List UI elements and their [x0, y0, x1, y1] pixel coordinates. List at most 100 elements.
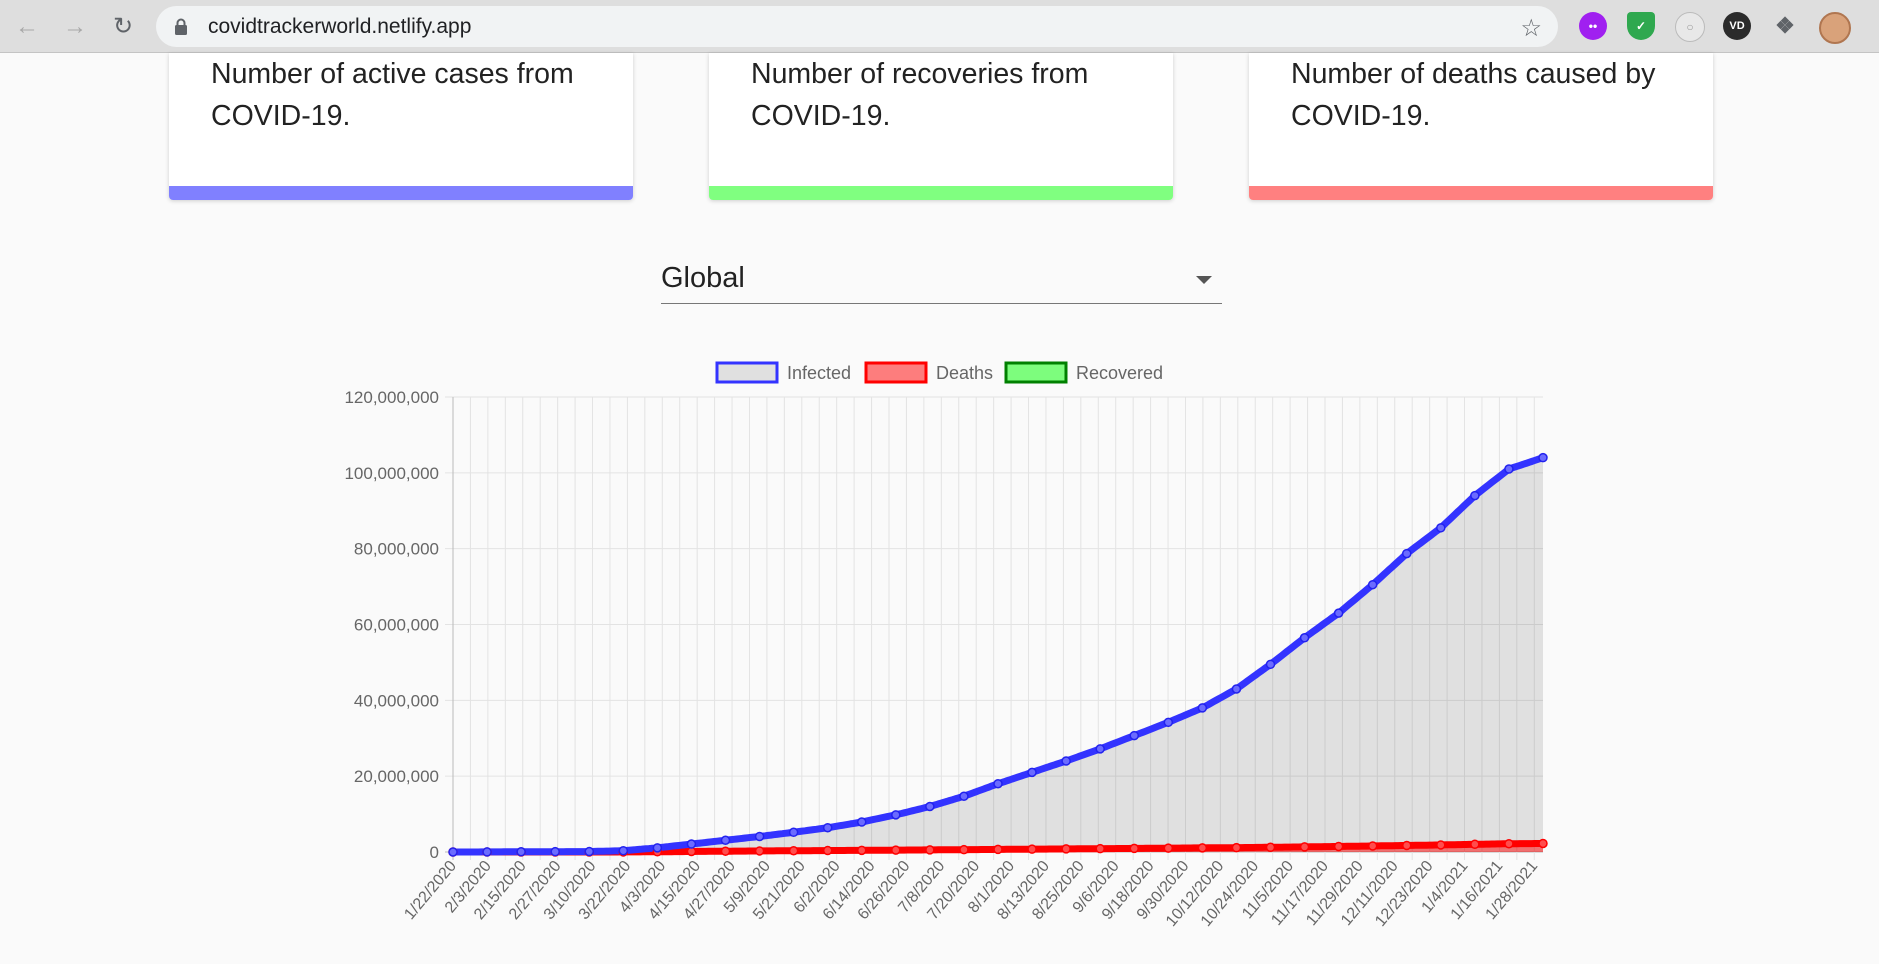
legend-swatch-recovered [1004, 361, 1068, 384]
forward-arrow-icon[interactable]: → [63, 13, 87, 40]
infected-point [516, 846, 526, 857]
y-axis: 120,000,000 100,000,000 80,000,000 60,000,0… [344, 388, 439, 862]
country-select-value: Global [661, 262, 745, 294]
infected-point [1027, 767, 1037, 778]
url-text: covidtrackerworld.netlify.app [208, 15, 472, 38]
deaths-point [1231, 842, 1242, 853]
recoveries-card: Number of recoveries from COVID-19. [709, 53, 1173, 200]
y-tick-label: 100,000,000 [344, 464, 439, 483]
deaths-description: Number of deaths caused by COVID-19. [1291, 58, 1656, 132]
legend-label-deaths: Deaths [936, 363, 993, 383]
deaths-point [1027, 844, 1037, 854]
deaths-point [1367, 841, 1378, 851]
infected-point [482, 847, 492, 857]
deaths-stripe [1249, 186, 1713, 200]
y-tick-label: 40,000,000 [354, 691, 439, 710]
incognito-mask-icon[interactable]: •• [1579, 12, 1607, 40]
infected-point [1163, 717, 1174, 728]
deaths-card: Number of deaths caused by COVID-19. [1249, 53, 1713, 200]
recoveries-description: Number of recoveries from COVID-19. [751, 58, 1089, 132]
recoveries-stripe [709, 186, 1173, 200]
x-axis: 1/22/20202/3/20202/15/20202/27/20203/10/… [401, 858, 1541, 930]
deaths-point [993, 844, 1003, 855]
legend-swatch-infected [715, 361, 779, 384]
bookmark-star-icon[interactable]: ☆ [1520, 15, 1542, 42]
infected-point [618, 845, 629, 856]
deaths-point [1163, 843, 1174, 853]
deaths-point [1470, 839, 1480, 850]
y-tick-label: 120,000,000 [344, 388, 439, 407]
infected-point [1095, 744, 1105, 754]
infected-point [1367, 579, 1378, 590]
y-tick-label: 60,000,000 [354, 616, 439, 635]
deaths-point [754, 846, 765, 856]
infected-point [1436, 523, 1446, 533]
deaths-point [891, 845, 901, 855]
infected-point [788, 827, 799, 838]
back-arrow-icon[interactable]: ← [15, 13, 39, 40]
deaths-point [1333, 841, 1344, 852]
active-cases-stripe [169, 186, 633, 200]
deaths-point [1129, 843, 1139, 854]
chart-grid [445, 396, 1543, 860]
deaths-point [1265, 842, 1276, 853]
infected-area [453, 457, 1543, 852]
shield-check-icon[interactable]: ✓ [1627, 12, 1655, 40]
infected-point [1129, 730, 1139, 741]
browser-toolbar: ← → ↻ covidtrackerworld.netlify.app ☆ ••… [0, 0, 1879, 53]
y-tick-label: 0 [430, 843, 439, 862]
infected-point [857, 817, 867, 827]
infected-point [1265, 659, 1276, 670]
infected-point [1538, 452, 1548, 463]
chevron-down-icon [1196, 276, 1212, 284]
infected-point [1299, 633, 1310, 643]
deaths-point [1504, 838, 1514, 849]
legend-label-infected: Infected [787, 363, 851, 383]
lock-icon [175, 18, 187, 35]
infected-point [959, 791, 969, 802]
infected-point [584, 846, 594, 857]
deaths-point [959, 844, 969, 855]
plot-area [448, 452, 1548, 857]
deaths-point [1299, 842, 1310, 852]
address-bar[interactable]: covidtrackerworld.netlify.app ☆ [156, 6, 1558, 47]
deaths-point [822, 845, 833, 856]
deaths-point [925, 845, 935, 855]
deaths-point [720, 846, 731, 856]
deaths-point [1436, 840, 1446, 850]
deaths-point [1197, 843, 1208, 853]
y-tick-label: 20,000,000 [354, 767, 439, 786]
infected-point [1402, 548, 1412, 559]
infected-point [1061, 756, 1071, 766]
infected-point [1197, 703, 1208, 713]
infected-point [1504, 464, 1514, 474]
country-select[interactable]: Global [661, 256, 1222, 304]
deaths-point [788, 845, 799, 856]
deaths-point [1095, 843, 1105, 854]
legend-swatch-deaths [864, 361, 928, 384]
infected-point [652, 843, 663, 853]
deaths-point [1061, 844, 1071, 854]
infected-point [891, 810, 901, 820]
reload-icon[interactable]: ↻ [112, 13, 134, 40]
infected-point [993, 779, 1003, 789]
timer-icon[interactable]: ○ [1675, 12, 1705, 42]
infected-point [550, 846, 560, 857]
infected-point [1231, 684, 1242, 694]
puzzle-icon[interactable]: ❖ [1775, 13, 1795, 38]
deaths-point [857, 845, 867, 856]
profile-avatar[interactable] [1819, 12, 1851, 44]
infected-point [720, 835, 731, 845]
infected-point [822, 822, 833, 833]
deaths-point [1402, 840, 1412, 851]
deaths-point [1538, 838, 1548, 849]
infected-point [1470, 490, 1480, 501]
infected-point [1333, 608, 1344, 618]
active-cases-card: Number of active cases from COVID-19. [169, 53, 633, 200]
chart-legend: Infected Deaths Recovered [715, 361, 1163, 384]
infected-point [448, 847, 458, 857]
active-cases-description: Number of active cases from COVID-19. [211, 58, 574, 132]
infected-point [754, 831, 765, 842]
vpn-icon[interactable]: VD [1723, 12, 1751, 40]
